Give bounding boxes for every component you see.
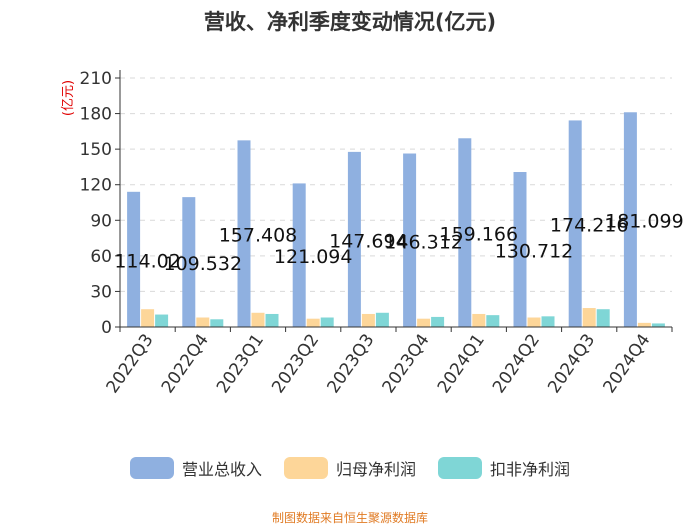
bar (210, 319, 224, 327)
x-tick-label: 2024Q1 (434, 330, 489, 397)
x-tick-label: 2024Q2 (489, 330, 544, 397)
x-tick-label: 2023Q2 (268, 330, 323, 397)
bar (596, 309, 610, 327)
bar (265, 313, 279, 327)
data-label: 181.099 (605, 211, 684, 233)
source-note: 制图数据来自恒生聚源数据库 (271, 511, 428, 525)
bar (403, 153, 417, 327)
y-tick-label: 60 (90, 247, 112, 267)
bar (527, 317, 541, 327)
bar-layer (127, 112, 665, 328)
legend: 营业总收入 归母净利润 扣非净利润 (0, 453, 700, 483)
data-label: 146.312 (384, 231, 463, 253)
legend-swatch-deducted-profit (438, 457, 482, 479)
bar (237, 140, 251, 327)
data-label: 147.694 (329, 230, 408, 252)
bar (251, 312, 265, 327)
x-tick-label: 2022Q3 (103, 330, 158, 397)
legend-label-revenue: 营业总收入 (181, 460, 262, 479)
legend-swatch-net-profit (283, 457, 328, 479)
chart-title: 营收、净利季度变动情况(亿元) (203, 10, 497, 34)
bar (375, 312, 389, 327)
x-tick-label: 2024Q4 (599, 330, 654, 397)
y-tick-label: 210 (80, 69, 112, 89)
data-label: 130.712 (495, 241, 574, 263)
bar (651, 323, 665, 327)
legend-item-revenue[interactable]: 营业总收入 (129, 456, 262, 480)
bar (582, 308, 596, 327)
legend-swatch-revenue (129, 457, 174, 479)
bar (155, 314, 169, 327)
bar (637, 322, 651, 327)
bar (568, 120, 582, 328)
x-tick-label: 2023Q4 (379, 330, 434, 397)
bar (127, 191, 141, 327)
bar (541, 316, 555, 327)
y-axis-label: (亿元) (61, 80, 76, 116)
x-tick-label: 2024Q3 (544, 330, 599, 397)
data-label: 109.532 (164, 253, 243, 275)
bar (431, 316, 445, 327)
bar (472, 313, 486, 327)
legend-item-net-profit[interactable]: 归母净利润 (283, 456, 416, 480)
bar (513, 172, 527, 327)
x-tick-label: 2023Q1 (213, 330, 268, 397)
bar (347, 151, 361, 327)
bar (486, 315, 500, 327)
bar (141, 309, 155, 327)
data-label: 174.216 (550, 215, 629, 237)
bar (306, 318, 320, 327)
bar (417, 318, 431, 327)
data-label: 114.02 (114, 250, 180, 272)
legend-label-net-profit: 归母净利润 (335, 460, 416, 479)
bar (361, 313, 375, 327)
data-label: 157.408 (219, 225, 298, 247)
bar (320, 317, 334, 327)
y-tick-label: 180 (80, 105, 112, 125)
y-tick-label: 120 (80, 176, 112, 196)
y-tick-label: 90 (90, 211, 112, 231)
bar (196, 317, 210, 327)
bar (292, 183, 306, 327)
legend-label-deducted-profit: 扣非净利润 (490, 460, 571, 479)
data-label: 121.094 (274, 246, 353, 268)
bar (458, 138, 472, 327)
x-tick-label: 2022Q4 (158, 330, 213, 397)
bar (182, 197, 196, 327)
x-tick-label: 2023Q3 (323, 330, 378, 397)
data-label: 159.166 (440, 224, 519, 246)
y-tick-label: 0 (101, 318, 112, 338)
y-tick-label: 30 (90, 282, 112, 302)
legend-item-deducted-profit[interactable]: 扣非净利润 (438, 456, 570, 480)
y-tick-label: 150 (80, 140, 112, 160)
bar (623, 112, 637, 327)
